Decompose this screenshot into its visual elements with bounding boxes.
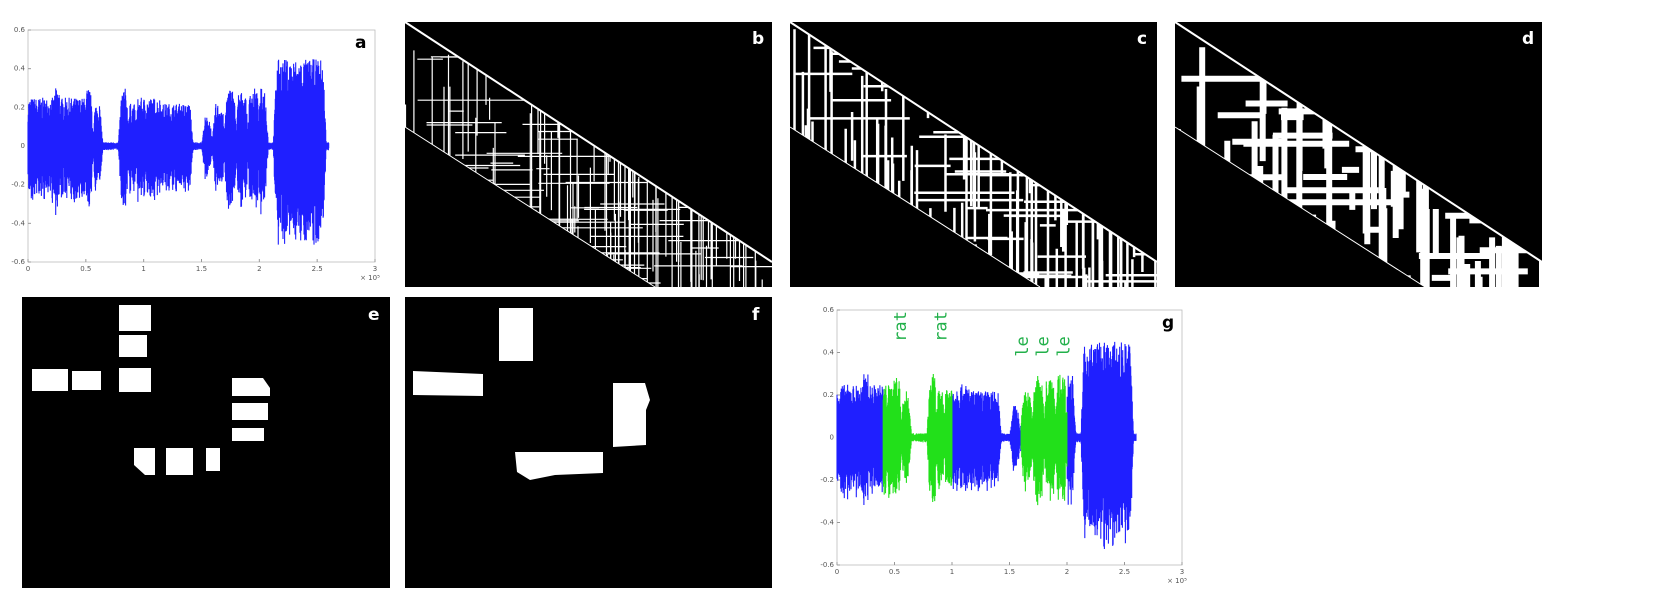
x-tick-label: 1.5 xyxy=(1004,568,1015,576)
x-tick-label: 1 xyxy=(141,265,145,273)
y-tick-label: 0.4 xyxy=(14,65,26,73)
annotation: rat xyxy=(931,311,951,342)
y-tick-label: 0 xyxy=(21,142,25,150)
y-tick-label: 0.6 xyxy=(823,306,835,314)
figure: e f 0.60.40.20-0.2-0.4-0.600.511.522.53×… xyxy=(0,0,1654,588)
panel-label: e xyxy=(368,305,380,325)
panel-background xyxy=(405,297,772,588)
x-tick-label: 2 xyxy=(257,265,261,273)
x-tick-label: 1.5 xyxy=(196,265,207,273)
panel-background xyxy=(22,297,390,588)
x-tick-label: 2 xyxy=(1065,568,1069,576)
y-tick-label: -0.4 xyxy=(11,219,25,227)
y-tick-label: 0.4 xyxy=(823,349,835,357)
x-tick-label: 0.5 xyxy=(80,265,91,273)
x-tick-label: 0.5 xyxy=(889,568,900,576)
y-tick-label: -0.2 xyxy=(820,476,834,484)
panel-label: b xyxy=(752,29,764,49)
annotation: le xyxy=(1013,336,1033,356)
axis-multiplier: × 10⁵ xyxy=(360,274,380,282)
annotation: rat xyxy=(891,311,911,342)
panel-d: d xyxy=(1175,22,1577,440)
annotation: le xyxy=(1034,336,1054,356)
x-tick-label: 0 xyxy=(835,568,839,576)
panel-e: e xyxy=(22,297,390,588)
y-tick-label: 0.2 xyxy=(14,103,25,111)
x-tick-label: 1 xyxy=(950,568,954,576)
panel-label: a xyxy=(355,33,366,53)
x-tick-label: 3 xyxy=(373,265,377,273)
panel-label: c xyxy=(1137,29,1147,49)
page: {"panels": { "a": {"label": "a", "yticks… xyxy=(0,0,1654,592)
y-tick-label: -0.6 xyxy=(11,258,25,266)
x-tick-label: 2.5 xyxy=(312,265,323,273)
y-tick-label: -0.2 xyxy=(11,181,25,189)
y-tick-label: -0.6 xyxy=(820,561,834,569)
panel-f: f xyxy=(405,297,772,588)
x-tick-label: 0 xyxy=(26,265,30,273)
panel-label: f xyxy=(752,305,760,325)
y-tick-label: -0.4 xyxy=(820,519,834,527)
panel-label: g xyxy=(1162,313,1174,333)
y-tick-label: 0.2 xyxy=(823,391,834,399)
y-tick-label: 0.6 xyxy=(14,26,26,34)
annotation: le xyxy=(1054,336,1074,356)
x-tick-label: 2.5 xyxy=(1119,568,1130,576)
panel-label: d xyxy=(1522,29,1534,49)
y-tick-label: 0 xyxy=(830,434,834,442)
axis-multiplier: × 10⁵ xyxy=(1167,577,1187,585)
x-tick-label: 3 xyxy=(1180,568,1184,576)
